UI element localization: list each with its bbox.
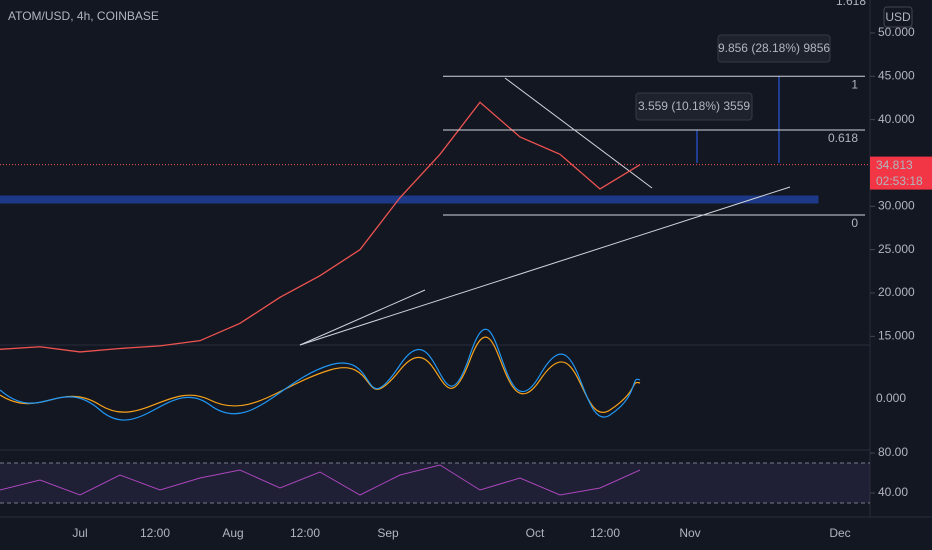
y-tick-label: 45.000	[878, 68, 915, 82]
price-badge-value: 34.813	[876, 158, 913, 172]
y-tick-label: 15.000	[878, 329, 915, 343]
trend-line	[504, 77, 653, 189]
time-label: Nov	[679, 526, 700, 540]
measure-box	[717, 34, 831, 63]
currency-button[interactable]	[883, 6, 913, 28]
trend-line	[299, 289, 426, 346]
trend-line	[299, 186, 791, 346]
price-line	[0, 101, 641, 353]
time-label: Sep	[377, 526, 399, 540]
oscillator-line	[0, 328, 641, 421]
osc-tick-label: 0.000	[876, 391, 906, 405]
time-label: 12:00	[140, 526, 170, 540]
y-tick-label: 50.000	[878, 25, 915, 39]
oscillator-line	[0, 336, 641, 413]
price-badge	[870, 156, 932, 190]
rsi-line	[0, 464, 641, 496]
measure-box	[635, 92, 753, 121]
y-tick-label: 30.000	[878, 198, 915, 212]
time-label: Oct	[526, 526, 545, 540]
support-zone	[0, 195, 819, 204]
rsi-band	[0, 463, 870, 503]
fib-label: 0.618	[828, 131, 858, 145]
fib-label: 1	[851, 77, 858, 91]
time-label: 12:00	[290, 526, 320, 540]
time-label: 12:00	[590, 526, 620, 540]
measure-label: 3.559 (10.18%) 3559	[638, 99, 750, 113]
time-label: Dec	[829, 526, 850, 540]
currency-label: USD	[885, 10, 911, 24]
rsi-tick-label: 80.00	[878, 445, 908, 459]
time-label: Aug	[222, 526, 243, 540]
rsi-tick-label: 40.00	[878, 485, 908, 499]
y-tick-label: 20.000	[878, 285, 915, 299]
time-label: Jul	[72, 526, 87, 540]
y-tick-label: 25.000	[878, 242, 915, 256]
top-level-label: 1.618	[836, 0, 866, 8]
y-tick-label: 40.000	[878, 112, 915, 126]
measure-label: 9.856 (28.18%) 9856	[718, 41, 830, 55]
price-countdown: 02:53:18	[876, 174, 923, 188]
chart-title: ATOM/USD, 4h, COINBASE	[8, 9, 159, 23]
fib-label: 0	[851, 216, 858, 230]
